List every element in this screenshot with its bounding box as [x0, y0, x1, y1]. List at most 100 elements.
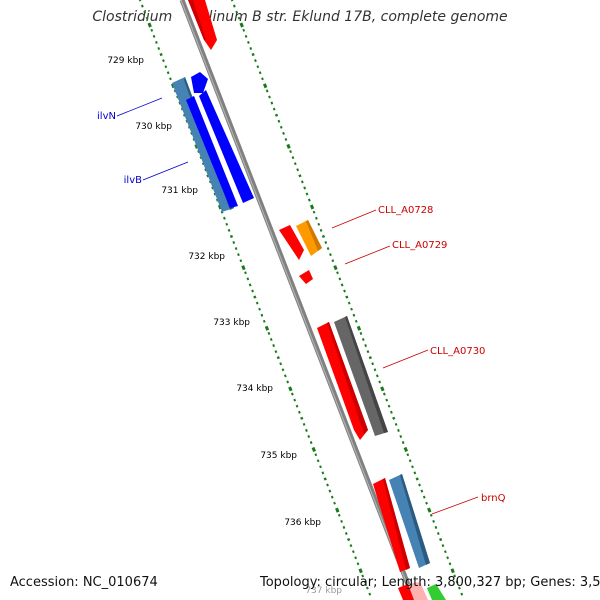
gene-feature-orange[interactable] [296, 220, 322, 256]
topology-label: Topology: [260, 575, 325, 590]
tick-mark-minor [305, 192, 309, 196]
tick-mark-minor [436, 532, 440, 535]
gene-label-ilvB[interactable]: ilvB [124, 175, 142, 186]
genome-summary: Topology: circular; Length: 3,800,327 bp… [260, 575, 600, 590]
tick-mark-major [288, 386, 293, 392]
tick-mark-major [309, 204, 315, 210]
tick-mark-major [380, 386, 385, 392]
gene-features [172, 0, 254, 212]
gene-label-CLL_A0728[interactable]: CLL_A0728 [378, 205, 433, 216]
tick-mark-minor [429, 513, 433, 517]
gene-feature-CLL_A0729[interactable] [299, 270, 313, 284]
tick-mark-minor [373, 368, 377, 372]
tick-mark-minor [378, 380, 382, 384]
tick-mark-minor [211, 186, 215, 190]
gene-feature-red-shade [188, 0, 206, 40]
gene-feature-CLL_A0730-gray[interactable] [334, 316, 388, 436]
tick-mark-minor [418, 483, 421, 487]
gene-feature-ilvB-a[interactable] [186, 96, 238, 208]
tick-mark-minor [349, 544, 353, 548]
tick-mark-minor [143, 10, 147, 14]
tick-mark-major [194, 143, 199, 149]
tick-mark-minor [237, 16, 241, 20]
tick-mark-major [262, 83, 268, 89]
gene-feature-CLL_A0728-red[interactable] [279, 225, 304, 260]
gene-label-ilvN[interactable]: ilvN [97, 111, 116, 122]
tick-mark-minor [274, 350, 278, 354]
tick-mark-minor [235, 10, 239, 14]
gene-feature-bottom-red[interactable] [398, 584, 415, 600]
tick-mark-minor [364, 344, 368, 348]
gene-label-CLL_A0729[interactable]: CLL_A0729 [392, 240, 447, 251]
tick-mark-minor [253, 295, 257, 299]
gene-feature-bottom-green[interactable] [427, 584, 446, 600]
gene-label-brnQ[interactable]: brnQ [481, 493, 506, 504]
tick-mark-minor [159, 52, 163, 57]
tick-mark-minor [329, 253, 332, 257]
tick-label: 734 kbp [236, 384, 273, 394]
tick-mark-minor [307, 435, 311, 438]
tick-mark-minor [420, 489, 424, 493]
gene-feature-orange-shade [306, 220, 322, 251]
gene-feature-CLL_A0730-red[interactable] [317, 322, 368, 440]
leader-line-CLL_A0729 [344, 245, 391, 265]
gene-feature-bottom-pink[interactable] [408, 582, 428, 600]
accession-info: Accession: NC_010674 [10, 575, 158, 590]
tick-mark-minor [343, 289, 346, 293]
leader-line-brnQ [431, 496, 479, 515]
tick-mark-minor [265, 89, 269, 93]
tick-labels: 729 kbp 730 kbp 731 kbp 732 kbp 733 kbp … [107, 56, 342, 596]
leader-line-ilvN [116, 97, 163, 117]
tick-mark-minor [232, 4, 236, 8]
tick-mark-minor [272, 107, 276, 111]
tick-mark-minor [140, 4, 144, 8]
tick-mark-minor [269, 338, 273, 341]
tick-mark-minor [145, 16, 149, 20]
genome-backbone-highlight [180, 0, 414, 600]
tick-mark-minor [302, 422, 306, 426]
gene-feature-brnQ-steel[interactable] [389, 474, 430, 568]
tick-mark-minor [453, 574, 457, 578]
tick-mark-minor [166, 71, 170, 75]
tick-mark-minor [316, 459, 320, 463]
tick-mark-minor [319, 228, 323, 232]
tick-mark-minor [347, 301, 351, 305]
tick-mark-minor [298, 410, 301, 414]
tick-mark-minor [455, 580, 459, 584]
tick-mark-minor [267, 331, 271, 335]
tick-mark-minor [225, 222, 229, 226]
tick-mark-minor [399, 435, 403, 438]
gene-feature-CLL_A0730-red-shade [327, 322, 368, 434]
tick-mark-major [356, 325, 362, 331]
tick-mark-minor [247, 40, 250, 44]
tick-mark-minor [298, 174, 302, 178]
gene-feature-CLL_A0730-gray-shade [345, 316, 388, 433]
tick-mark-minor [368, 592, 372, 596]
tick-mark-minor [345, 295, 349, 299]
tick-mark-minor [415, 477, 419, 481]
tick-mark-minor [295, 404, 299, 408]
tick-mark-minor [261, 77, 264, 81]
tick-mark-minor [157, 47, 161, 50]
tick-mark-minor [220, 210, 224, 214]
tick-mark-minor [356, 562, 360, 566]
tick-mark-major [333, 265, 338, 271]
tick-label: 736 kbp [284, 518, 321, 528]
gene-label-CLL_A0730[interactable]: CLL_A0730 [430, 346, 485, 357]
tick-mark-minor [152, 34, 156, 38]
tick-mark-minor [328, 489, 332, 493]
tick-mark-minor [432, 519, 435, 523]
gene-feature-ilvN[interactable] [191, 72, 208, 93]
tick-mark-minor [258, 71, 262, 75]
tick-mark-minor [439, 537, 443, 542]
gene-features-forward [279, 220, 446, 600]
tick-mark-minor [268, 95, 271, 99]
accession-label: Accession: [10, 575, 83, 590]
tick-mark-minor [206, 174, 210, 178]
tick-mark-minor [150, 28, 154, 32]
tick-label: 737 kbp [305, 586, 342, 596]
tick-mark-minor [387, 404, 391, 408]
tick-mark-minor [255, 301, 259, 305]
gene-feature-ilvB[interactable] [199, 90, 254, 203]
tick-mark-minor [169, 77, 172, 81]
